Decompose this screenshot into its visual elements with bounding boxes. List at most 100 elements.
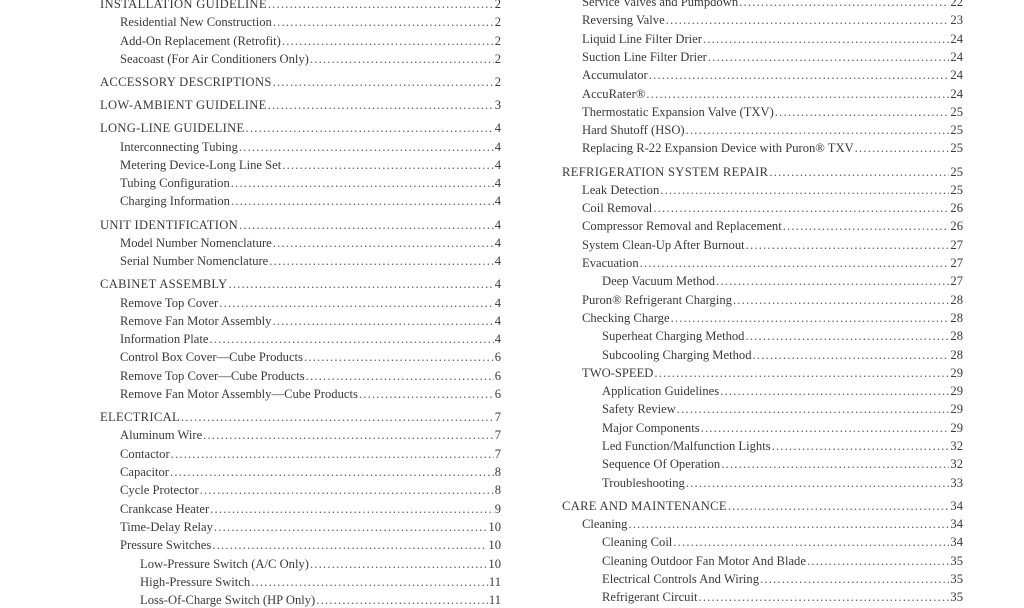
toc-entry[interactable]: Time-Delay Relay 10	[100, 519, 501, 535]
toc-entry[interactable]: Superheat Charging Method 28	[562, 328, 963, 344]
dot-leader	[677, 401, 950, 417]
toc-entry-title: Residential New Construction	[120, 15, 272, 30]
toc-entry[interactable]: Add-On Replacement (Retrofit) 2	[100, 33, 501, 49]
toc-entry[interactable]: Remove Top Cover 4	[100, 295, 501, 311]
toc-entry[interactable]: Application Guidelines 29	[562, 383, 963, 399]
toc-entry-title: Charging Information	[120, 194, 230, 209]
toc-entry[interactable]: System Clean-Up After Burnout 27	[562, 237, 963, 253]
dot-leader	[720, 383, 949, 399]
toc-entry[interactable]: Refrigerant Circuit 35	[562, 589, 963, 605]
toc-entry[interactable]: Accumulator 24	[562, 67, 963, 83]
toc-entry[interactable]: Cleaning Outdoor Fan Motor And Blade 35	[562, 553, 963, 569]
toc-entry[interactable]: Crankcase Heater 9	[100, 501, 501, 517]
toc-entry-title: Cleaning Outdoor Fan Motor And Blade	[602, 553, 806, 568]
toc-entry[interactable]: Information Plate 4	[100, 331, 501, 347]
toc-entry-title: Low-Pressure Switch (A/C Only)	[140, 556, 309, 571]
toc-entry[interactable]: Pressure Switches 10	[100, 537, 501, 553]
toc-entry[interactable]: CABINET ASSEMBLY 4	[100, 276, 501, 292]
toc-entry-page: 10	[488, 556, 501, 571]
toc-entry-page: 8	[494, 483, 501, 498]
dot-leader	[282, 157, 493, 173]
toc-entry[interactable]: AccuRater® 24	[562, 86, 963, 102]
toc-entry-page: 4	[494, 157, 501, 172]
toc-entry[interactable]: Remove Fan Motor Assembly—Cube Products 6	[100, 386, 501, 402]
toc-entry[interactable]: Reversing Valve 23	[562, 12, 963, 28]
dot-leader	[628, 516, 949, 532]
toc-entry[interactable]: REFRIGERATION SYSTEM REPAIR 25	[562, 164, 963, 180]
toc-entry[interactable]: TWO-SPEED 29	[562, 365, 963, 381]
toc-entry[interactable]: Model Number Nomenclature 4	[100, 235, 501, 251]
toc-entry[interactable]: Checking Charge 28	[562, 310, 963, 326]
toc-entry-page: 28	[950, 310, 963, 325]
toc-entry-title: Remove Top Cover—Cube Products	[120, 368, 305, 383]
toc-entry-page: 27	[950, 256, 963, 270]
toc-entry[interactable]: Loss-Of-Charge Switch (HP Only) 11	[100, 592, 501, 608]
toc-entry[interactable]: High-Pressure Switch 11	[100, 574, 501, 590]
toc-entry[interactable]: UNIT IDENTIFICATION 4	[100, 217, 501, 233]
toc-entry-title: Information Plate	[120, 332, 209, 347]
toc-entry-page: 24	[950, 31, 963, 46]
toc-entry[interactable]: Deep Vacuum Method 27	[562, 273, 963, 289]
toc-entry-page: 29	[950, 402, 963, 417]
toc-entry-title: Aluminum Wire	[120, 428, 203, 443]
toc-entry[interactable]: Sequence Of Operation 32	[562, 456, 963, 472]
toc-entry[interactable]: Cleaning 34	[562, 516, 963, 532]
dot-leader	[746, 237, 950, 253]
toc-entry[interactable]: Remove Fan Motor Assembly 4	[100, 313, 501, 329]
toc-entry-page: 6	[494, 387, 501, 401]
dot-leader	[721, 456, 949, 472]
toc-entry[interactable]: Tubing Configuration 4	[100, 175, 501, 191]
toc-entry-title: Major Components	[602, 420, 700, 435]
toc-entry[interactable]: Electrical Controls And Wiring 35	[562, 571, 963, 587]
toc-entry[interactable]: Hard Shutoff (HSO) 25	[562, 122, 963, 138]
toc-entry[interactable]: Thermostatic Expansion Valve (TXV) 25	[562, 104, 963, 120]
toc-entry[interactable]: Puron® Refrigerant Charging 28	[562, 292, 963, 308]
toc-entry-page: 10	[488, 538, 501, 553]
toc-entry[interactable]: Led Function/Malfunction Lights 32	[562, 438, 963, 454]
toc-entry-title: Refrigerant Circuit	[602, 590, 698, 605]
dot-leader	[708, 49, 950, 65]
toc-entry[interactable]: LONG-LINE GUIDELINE 4	[100, 120, 501, 136]
toc-entry[interactable]: Replacing R-22 Expansion Device with Pur…	[562, 140, 963, 156]
toc-entry-page: 26	[950, 219, 963, 234]
toc-entry[interactable]: Residential New Construction 2	[100, 14, 501, 30]
toc-entry[interactable]: Remove Top Cover—Cube Products 6	[100, 368, 501, 384]
toc-entry[interactable]: INSTALLATION GUIDELINE 2	[100, 0, 501, 12]
toc-entry[interactable]: Serial Number Nomenclature 4	[100, 253, 501, 269]
toc-entry-page: 4	[494, 194, 501, 209]
toc-entry[interactable]: Seacoast (For Air Conditioners Only) 2	[100, 51, 501, 67]
toc-entry[interactable]: Major Components 29	[562, 420, 963, 436]
toc-entry[interactable]: Charging Information 4	[100, 193, 501, 209]
dot-leader	[210, 501, 494, 517]
toc-entry[interactable]: ELECTRICAL 7	[100, 409, 501, 425]
toc-entry[interactable]: Cleaning Coil 34	[562, 534, 963, 550]
toc-entry[interactable]: Interconnecting Tubing 4	[100, 139, 501, 155]
toc-entry[interactable]: Service Valves and Pumpdown 22	[562, 0, 963, 10]
toc-entry[interactable]: Leak Detection 25	[562, 182, 963, 198]
toc-entry-title: Add-On Replacement (Retrofit)	[120, 33, 281, 48]
toc-entry[interactable]: Aluminum Wire 7	[100, 427, 501, 443]
dot-leader	[316, 592, 488, 608]
toc-entry[interactable]: Contactor 7	[100, 446, 501, 462]
toc-entry[interactable]: Control Box Cover—Cube Products 6	[100, 349, 501, 365]
toc-entry[interactable]: Liquid Line Filter Drier 24	[562, 31, 963, 47]
toc-entry-page: 22	[950, 0, 963, 9]
dot-leader	[703, 31, 949, 47]
toc-entry[interactable]: Capacitor 8	[100, 464, 501, 480]
toc-entry[interactable]: Safety Review 29	[562, 401, 963, 417]
toc-entry[interactable]: Suction Line Filter Drier 24	[562, 49, 963, 65]
toc-entry[interactable]: Subcooling Charging Method 28	[562, 347, 963, 363]
toc-entry[interactable]: LOW-AMBIENT GUIDELINE 3	[100, 97, 501, 113]
toc-left-column: INSTALLATION GUIDELINE2 Residential New C…	[100, 0, 501, 607]
toc-entry[interactable]: Coil Removal 26	[562, 200, 963, 216]
toc-entry[interactable]: Metering Device-Long Line Set 4	[100, 157, 501, 173]
toc-entry[interactable]: Evacuation 27	[562, 255, 963, 271]
toc-entry-page: 23	[950, 13, 963, 28]
toc-entry[interactable]: Troubleshooting 33	[562, 475, 963, 491]
toc-entry[interactable]: Low-Pressure Switch (A/C Only) 10	[100, 556, 501, 572]
toc-entry[interactable]: Cycle Protector 8	[100, 482, 501, 498]
toc-entry[interactable]: ACCESSORY DESCRIPTIONS 2	[100, 74, 501, 90]
toc-entry[interactable]: CARE AND MAINTENANCE 34	[562, 498, 963, 514]
toc-entry-page: 26	[950, 201, 963, 216]
toc-entry[interactable]: Compressor Removal and Replacement 26	[562, 218, 963, 234]
